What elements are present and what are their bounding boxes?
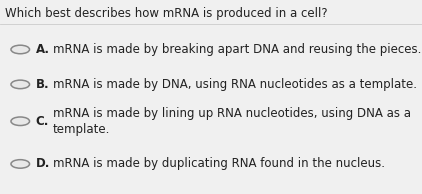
- Text: mRNA is made by duplicating RNA found in the nucleus.: mRNA is made by duplicating RNA found in…: [53, 157, 385, 171]
- Text: C.: C.: [36, 115, 49, 128]
- Circle shape: [11, 45, 30, 54]
- Text: mRNA is made by breaking apart DNA and reusing the pieces.: mRNA is made by breaking apart DNA and r…: [53, 43, 421, 56]
- Circle shape: [11, 160, 30, 168]
- Text: mRNA is made by DNA, using RNA nucleotides as a template.: mRNA is made by DNA, using RNA nucleotid…: [53, 78, 417, 91]
- Text: mRNA is made by lining up RNA nucleotides, using DNA as a
template.: mRNA is made by lining up RNA nucleotide…: [53, 107, 411, 136]
- Circle shape: [11, 117, 30, 126]
- Text: A.: A.: [36, 43, 50, 56]
- Text: Which best describes how mRNA is produced in a cell?: Which best describes how mRNA is produce…: [5, 7, 328, 20]
- Text: D.: D.: [36, 157, 50, 171]
- Text: B.: B.: [36, 78, 49, 91]
- Circle shape: [11, 80, 30, 89]
